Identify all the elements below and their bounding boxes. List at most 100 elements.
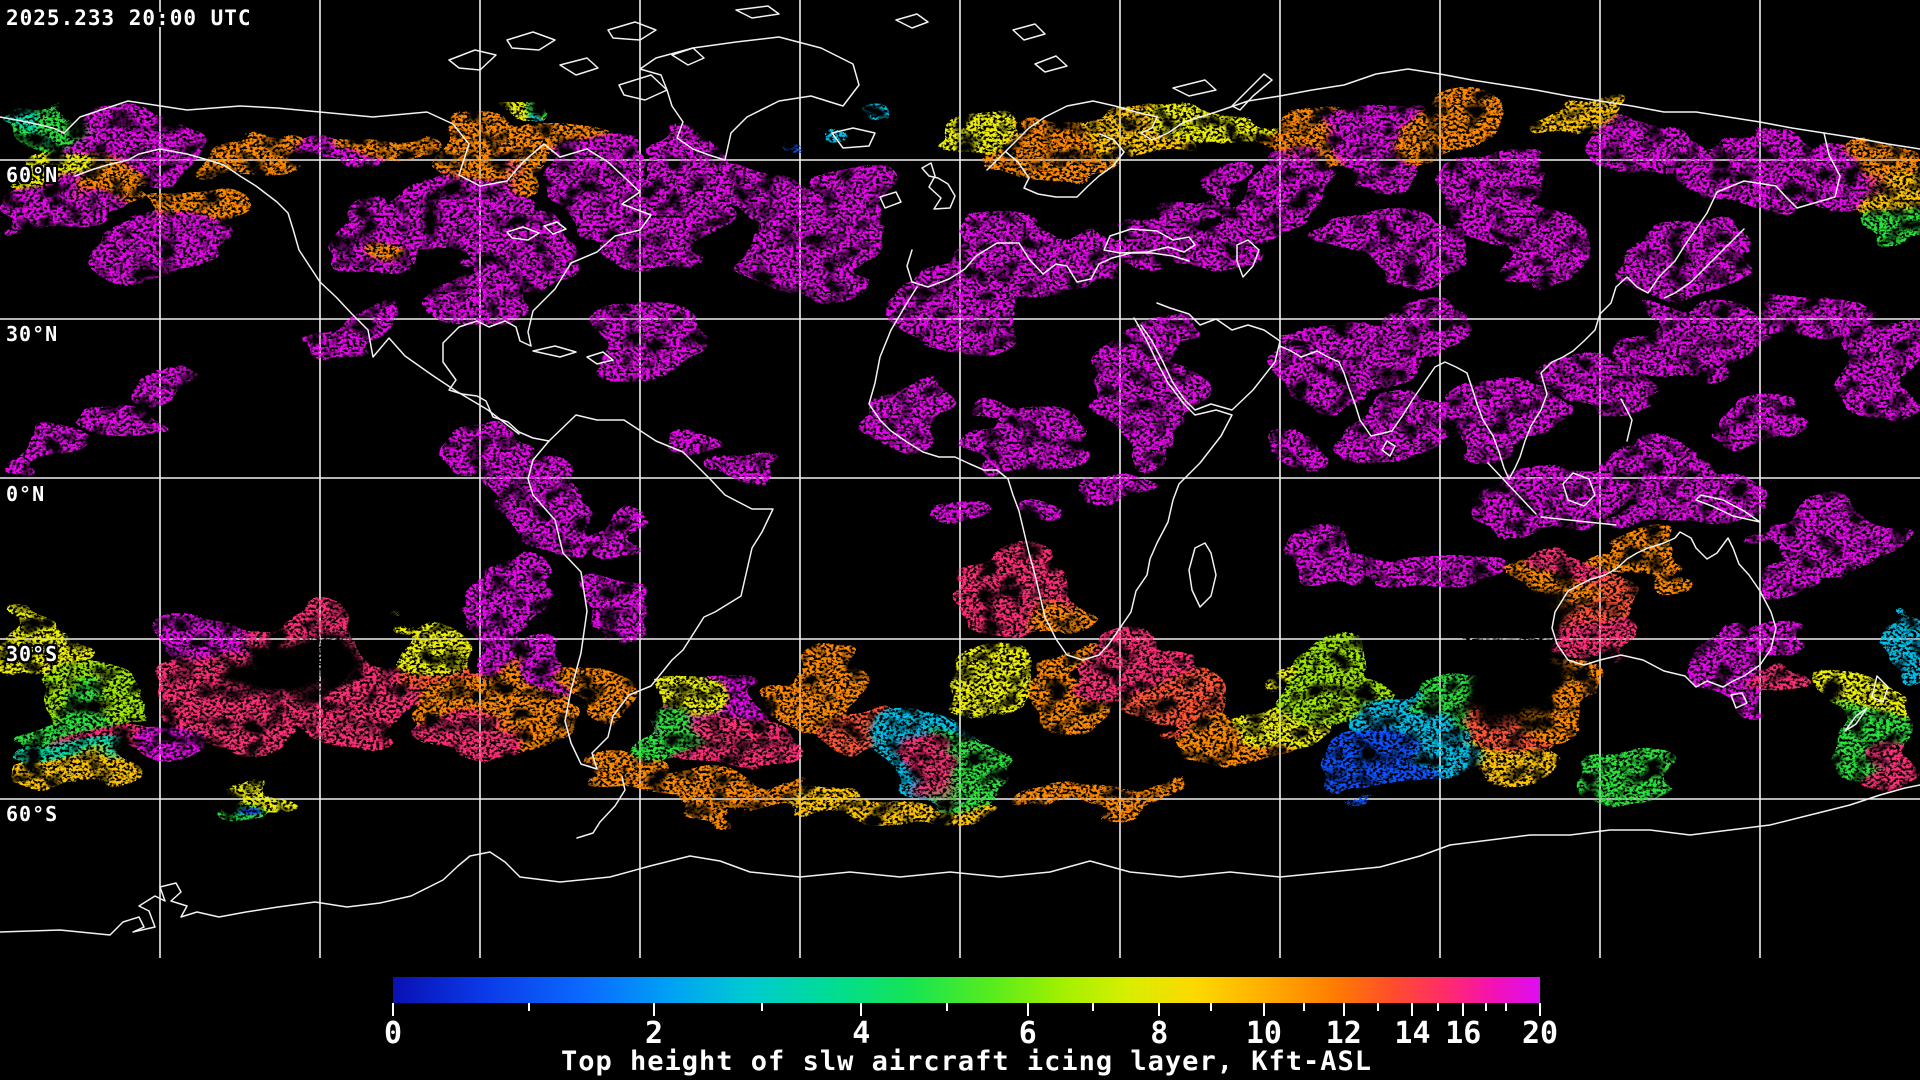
icing-data-blob — [562, 651, 634, 705]
icing-data-blob — [1516, 555, 1600, 591]
coast-chukotka — [0, 116, 65, 134]
colorbar-tick-label: 14 — [1394, 1016, 1431, 1051]
icing-data-blob — [356, 229, 408, 257]
coastlines — [0, 5, 1920, 936]
colorbar-gradient — [393, 977, 1540, 1003]
colorbar-tick-label: 0 — [383, 1016, 403, 1051]
icing-data-blob — [1762, 546, 1834, 590]
icing-data-blob — [312, 315, 384, 341]
icing-data-blob — [1452, 736, 1544, 780]
coast-south-america — [527, 414, 774, 770]
colorbar-major-tick — [1342, 1003, 1345, 1016]
icing-data-blob — [1816, 671, 1900, 725]
icing-data-blob — [1633, 300, 1763, 376]
icing-data-blob — [658, 141, 738, 195]
icing-data-blob — [110, 226, 240, 270]
coast-australia — [1551, 531, 1777, 688]
coast-new-guinea — [1695, 494, 1761, 523]
colorbar-tick-label: 10 — [1245, 1016, 1282, 1051]
icing-data-blob — [1402, 106, 1494, 150]
icing-data-blob — [1021, 506, 1075, 530]
colorbar-minor-tick — [946, 1003, 948, 1011]
coast-caribbean-islands — [532, 345, 614, 365]
coast-greenland — [639, 36, 860, 161]
icing-data-blob — [1013, 785, 1183, 811]
icing-data-blob — [651, 711, 705, 755]
icing-data-blob — [157, 616, 267, 660]
colorbar-minor-tick — [1209, 1003, 1212, 1011]
icing-data-blob — [1763, 286, 1873, 350]
coast-arctic-islands — [448, 5, 1273, 111]
icing-data-blob — [870, 386, 954, 450]
colorbar-major-tick — [392, 1003, 394, 1016]
latitude-label: 30°S — [6, 642, 59, 666]
coast-asia-east — [1279, 132, 1841, 480]
icing-data-blob — [1333, 210, 1463, 286]
icing-data-blob — [1623, 471, 1773, 535]
icing-data-blob — [131, 722, 185, 754]
colorbar-minor-tick — [1485, 1003, 1488, 1011]
icing-data-blob — [666, 426, 710, 450]
coast-new-zealand — [1844, 675, 1889, 732]
icing-data-blob — [1052, 221, 1144, 275]
icing-data-blob — [531, 109, 549, 119]
icing-data-blob — [1842, 136, 1914, 180]
coast-arabia — [1140, 302, 1281, 411]
icing-data-blob — [772, 652, 864, 724]
icing-data-blob — [143, 188, 253, 236]
icing-data-blob — [452, 422, 544, 494]
coast-sumatra — [1487, 462, 1537, 515]
colorbar-minor-tick — [761, 1003, 764, 1011]
colorbar-tick-label: 2 — [645, 1016, 664, 1051]
coast-north-america-pacific — [74, 148, 520, 435]
icing-data-blob — [141, 375, 195, 401]
icing-data-blob — [586, 576, 650, 620]
icing-data-blob — [0, 144, 76, 192]
icing-data-blob — [13, 763, 143, 803]
latitude-label: 60°N — [6, 163, 59, 187]
colorbar-tick-label: 4 — [852, 1016, 871, 1051]
coast-borneo — [1562, 472, 1596, 507]
icing-data-blob — [844, 108, 864, 118]
icing-data-blob — [933, 112, 1017, 140]
coast-baltic — [1005, 133, 1125, 198]
icing-data-blob — [926, 494, 990, 522]
icing-data-blob — [1543, 342, 1653, 414]
colorbar-minor-tick — [528, 1003, 531, 1011]
icing-data-blob — [956, 661, 1040, 715]
colorbar-major-tick — [1411, 1003, 1414, 1016]
colorbar: 0 2 4 6 8 10 12 14 16 20 — [384, 977, 1558, 1051]
icing-data-blob — [1443, 156, 1553, 240]
icing-data-blob — [463, 215, 573, 281]
coast-iceland — [831, 127, 876, 149]
icing-data-blob — [1383, 551, 1493, 605]
coast-north-america — [63, 100, 652, 442]
latitude-label: 60°S — [6, 802, 59, 826]
icing-data-blob — [1016, 601, 1080, 655]
icing-data-blob — [522, 506, 594, 550]
latitude-label: 0°N — [6, 482, 46, 506]
icing-data-blob — [794, 120, 818, 134]
icing-data-blob — [442, 716, 514, 770]
colorbar-major-tick — [1158, 1003, 1161, 1016]
colorbar-minor-tick — [1377, 1003, 1380, 1011]
icing-data-blob — [82, 400, 154, 436]
icing-data-blob — [1298, 536, 1398, 580]
icing-data-blob — [1866, 750, 1920, 786]
icing-data-blob — [1096, 636, 1180, 700]
coast-great-lakes — [506, 221, 567, 241]
icing-data-blob — [1592, 540, 1684, 576]
icing-data-blob — [591, 500, 645, 536]
colorbar-minor-tick — [1091, 1003, 1094, 1011]
colorbar-minor-tick — [1302, 1003, 1305, 1011]
icing-data-blob — [978, 411, 1078, 465]
coast-caspian-sea — [1236, 239, 1260, 278]
data-void-rect — [1478, 612, 1562, 702]
colorbar-tick-label: 16 — [1445, 1016, 1482, 1051]
icing-data-layer — [0, 95, 1920, 834]
coast-tasmania — [1730, 692, 1748, 709]
icing-data-blob — [212, 140, 312, 176]
colorbar-tick-label: 20 — [1521, 1016, 1559, 1051]
icing-data-blob — [1532, 100, 1624, 136]
